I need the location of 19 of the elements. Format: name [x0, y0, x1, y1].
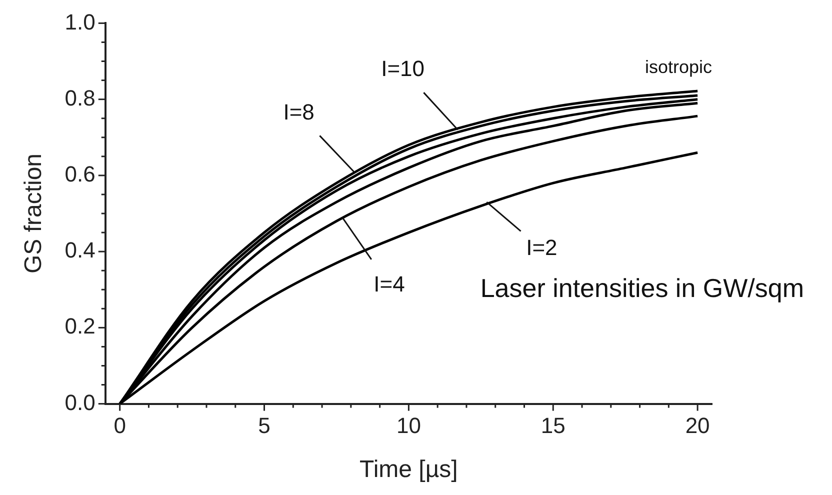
annotation: I=8: [283, 100, 314, 125]
y-tick-label: 0.4: [64, 238, 96, 263]
y-tick-label: 0.6: [64, 162, 96, 187]
x-axis-title: Time [µs]: [360, 456, 458, 484]
annotation: I=4: [374, 271, 405, 296]
y-tick-label: 0.0: [64, 390, 96, 415]
y-tick-label: 0.8: [64, 85, 96, 110]
x-tick-label: 10: [396, 413, 421, 438]
y-axis-title: GS fraction: [20, 153, 48, 274]
annotation: I=2: [526, 235, 558, 260]
x-tick-label: 0: [114, 413, 126, 438]
x-tick-label: 15: [540, 413, 566, 438]
x-tick-label: 20: [685, 413, 710, 438]
annotation: Laser intensities in GW/sqm: [480, 272, 804, 303]
y-tick-label: 0.2: [64, 314, 96, 339]
x-tick-label: 5: [258, 413, 270, 438]
annotation: isotropic: [644, 57, 712, 78]
annotation: I=10: [381, 56, 425, 81]
y-tick-label: 1.0: [64, 9, 96, 34]
